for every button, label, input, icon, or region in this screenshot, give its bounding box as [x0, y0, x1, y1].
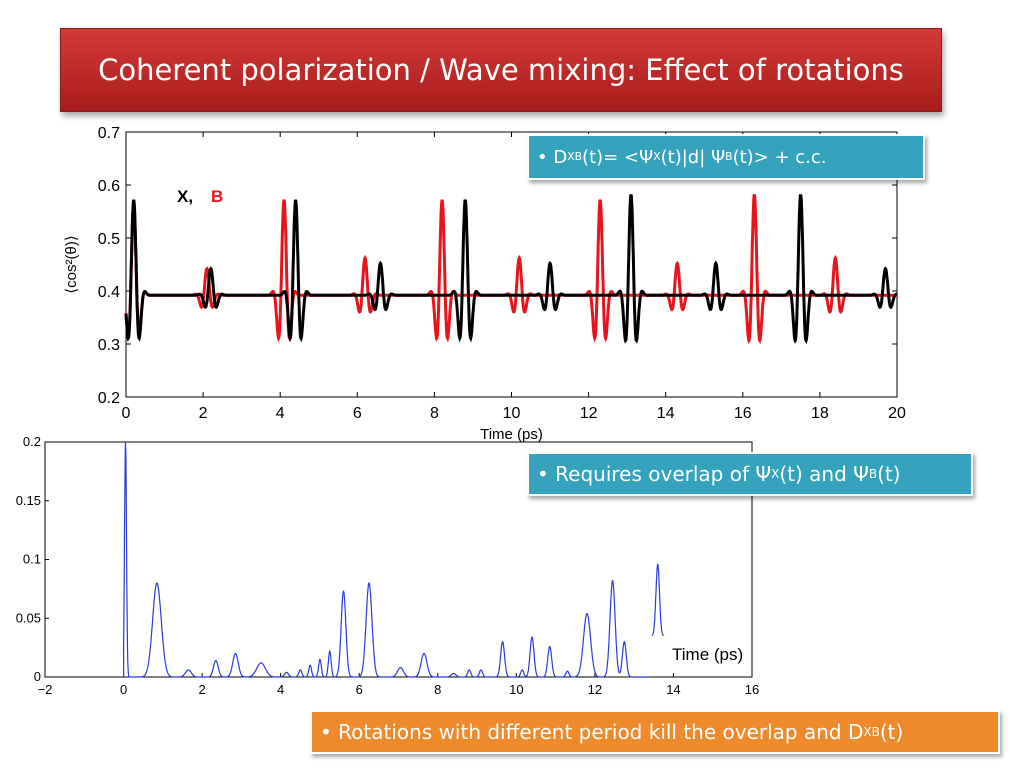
callout-text: Rotations with different period kill the… — [338, 720, 864, 744]
y-tick-label: 0.2 — [98, 390, 120, 407]
x-tick-label: 2 — [199, 405, 208, 422]
legend-b-label: B — [211, 187, 223, 206]
y-tick-label: 0.7 — [98, 125, 120, 142]
x-tick-label: 12 — [588, 682, 602, 697]
bullet: • — [537, 462, 549, 486]
y-tick-label: 0.2 — [23, 434, 41, 449]
x-tick-label: 14 — [666, 682, 680, 697]
formula-part: (t)= <Ψ — [582, 146, 654, 168]
x-tick-label: 12 — [580, 405, 598, 422]
y-tick-label: 0.15 — [16, 493, 41, 508]
formula-part: (t)|d| Ψ — [660, 146, 726, 168]
rotation-callout: • Rotations with different period kill t… — [310, 710, 1000, 754]
x-tick-label: 16 — [745, 682, 759, 697]
bullet: • — [320, 720, 332, 744]
x-tick-label: 8 — [434, 682, 441, 697]
x-tick-label: 2 — [198, 682, 205, 697]
y-tick-label: 0.1 — [23, 552, 41, 567]
x-tick-label: 20 — [888, 405, 906, 422]
series-x-line — [124, 194, 898, 345]
formula-part: (t)> + c.c. — [732, 146, 827, 168]
x-tick-label: 8 — [430, 405, 439, 422]
x-tick-label: 0 — [120, 682, 127, 697]
x-tick-label: 4 — [277, 682, 284, 697]
x-tick-label: 0 — [122, 405, 131, 422]
legend-x-label: X, — [177, 187, 193, 206]
dipole-formula-callout: • D XB (t)= <Ψ X (t)|d| Ψ B (t)> + c.c. — [527, 134, 925, 180]
callout-text: (t) and Ψ — [779, 462, 869, 486]
y-tick-label: 0.3 — [98, 337, 120, 354]
spectrum-line — [123, 441, 650, 678]
x-axis-label: Time (ps) — [672, 645, 743, 664]
x-tick-label: 10 — [503, 405, 521, 422]
x-tick-label: 16 — [734, 405, 752, 422]
x-tick-label: 6 — [353, 405, 362, 422]
y-tick-label: 0 — [34, 669, 41, 684]
overlap-callout: • Requires overlap of Ψ X (t) and Ψ B (t) — [527, 452, 973, 496]
y-axis-label: ⟨cos²(θ)⟩ — [63, 235, 80, 293]
x-tick-label: 14 — [657, 405, 675, 422]
x-tick-label: 4 — [276, 405, 285, 422]
x-tick-label: 10 — [509, 682, 523, 697]
y-tick-label: 0.6 — [98, 178, 120, 195]
y-tick-label: 0.5 — [98, 231, 120, 248]
x-tick-label: −2 — [38, 682, 53, 697]
callout-text: (t) — [877, 462, 901, 486]
y-tick-label: 0.4 — [98, 284, 120, 301]
x-tick-label: 6 — [356, 682, 363, 697]
x-tick-label: 18 — [811, 405, 829, 422]
slide-title: Coherent polarization / Wave mixing: Eff… — [60, 28, 942, 112]
y-tick-label: 0.05 — [16, 610, 41, 625]
x-axis-label: Time (ps) — [480, 426, 543, 443]
spectrum-peak-line — [651, 563, 665, 637]
bullet: • — [537, 146, 548, 168]
d-symbol: D — [553, 146, 568, 168]
callout-text: Requires overlap of Ψ — [555, 462, 772, 486]
callout-text: (t) — [879, 720, 904, 744]
